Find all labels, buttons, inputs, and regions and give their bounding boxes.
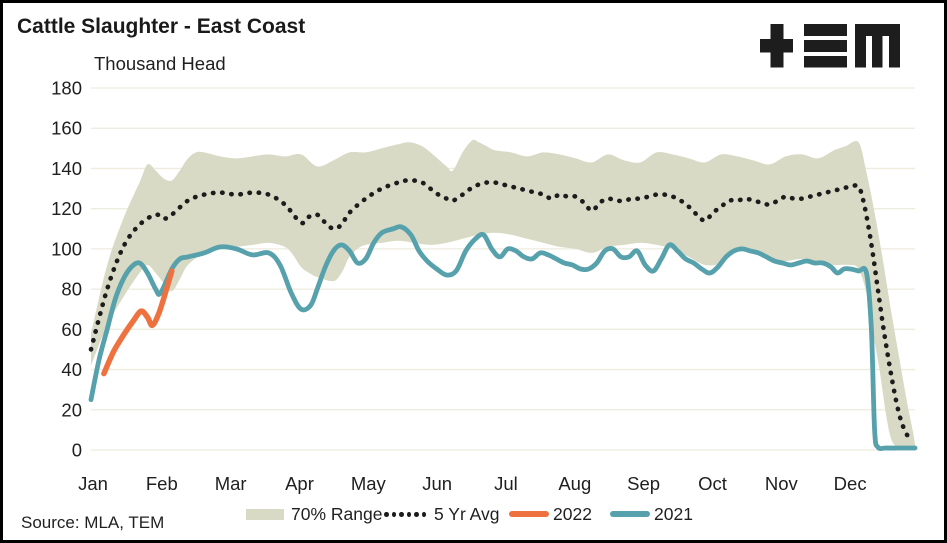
y-tick-label: 20	[61, 399, 82, 420]
legend-label-5yr-avg: 5 Yr Avg	[434, 503, 500, 524]
line-2021	[88, 224, 918, 451]
y-tick-label: 60	[61, 319, 82, 340]
x-tick-label: Jul	[494, 473, 518, 494]
legend-label-2022: 2022	[553, 503, 592, 524]
y-tick-label: 180	[51, 78, 82, 99]
line-2022	[101, 268, 175, 377]
y-tick-label: 160	[51, 118, 82, 139]
y-tick-label: 140	[51, 158, 82, 179]
source-note: Source: MLA, TEM	[21, 513, 165, 532]
y-tick-label: 80	[61, 279, 82, 300]
x-tick-label: Jun	[422, 473, 452, 494]
orange-line-swatch	[509, 511, 549, 517]
x-tick-label: May	[351, 473, 387, 494]
x-tick-label: Dec	[834, 473, 867, 494]
x-tick-label: Sep	[627, 473, 660, 494]
tem-logo	[760, 24, 900, 68]
x-tick-label: Nov	[765, 473, 799, 494]
chart-canvas: 0 20 40 60 80 100 120 140 160 180 Jan Feb Mar Apr May J…	[51, 78, 918, 494]
x-tick-label: Aug	[558, 473, 591, 494]
dotted-line-swatch	[384, 511, 426, 517]
legend-item-5yr-avg: 5 Yr Avg	[384, 504, 500, 524]
legend-item-2021: 2021	[610, 504, 693, 524]
legend-item-2022: 2022	[509, 504, 592, 524]
line-5yr-avg	[88, 177, 911, 441]
band-swatch	[246, 508, 284, 520]
y-tick-label: 120	[51, 198, 82, 219]
x-tick-label: Mar	[215, 473, 247, 494]
x-tick-label: Oct	[698, 473, 727, 494]
legend-item-70-range: 70% Range	[246, 504, 382, 524]
x-tick-label: Jan	[78, 473, 108, 494]
y-tick-label: 100	[51, 238, 82, 259]
band-70pct-range	[91, 139, 915, 450]
y-tick-label: 40	[61, 359, 82, 380]
y-axis-unit-label: Thousand Head	[94, 53, 226, 74]
legend-label-70-range: 70% Range	[291, 503, 383, 524]
x-tick-label: Feb	[146, 473, 178, 494]
page-title: Cattle Slaughter - East Coast	[17, 15, 306, 38]
x-tick-label: Apr	[285, 473, 314, 494]
legend-label-2021: 2021	[654, 503, 693, 524]
teal-line-swatch	[610, 511, 650, 517]
tem-logo-glyphs	[760, 24, 900, 68]
y-tick-label: 0	[72, 440, 82, 461]
